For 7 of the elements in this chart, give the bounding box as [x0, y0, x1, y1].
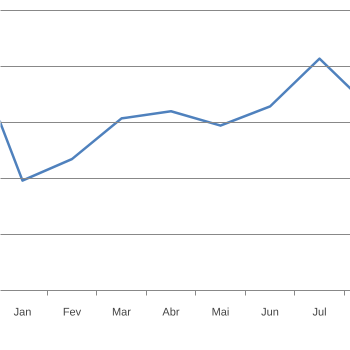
x-tick-label: Jun [261, 306, 279, 318]
x-tick-label: Abr [162, 306, 180, 318]
x-tick-label: Jul [312, 306, 327, 318]
x-tick-label: Jan [14, 306, 32, 318]
x-tick-label: Mar [112, 306, 132, 318]
x-tick-label: Mai [212, 306, 230, 318]
x-tick-label: Fev [62, 306, 82, 318]
